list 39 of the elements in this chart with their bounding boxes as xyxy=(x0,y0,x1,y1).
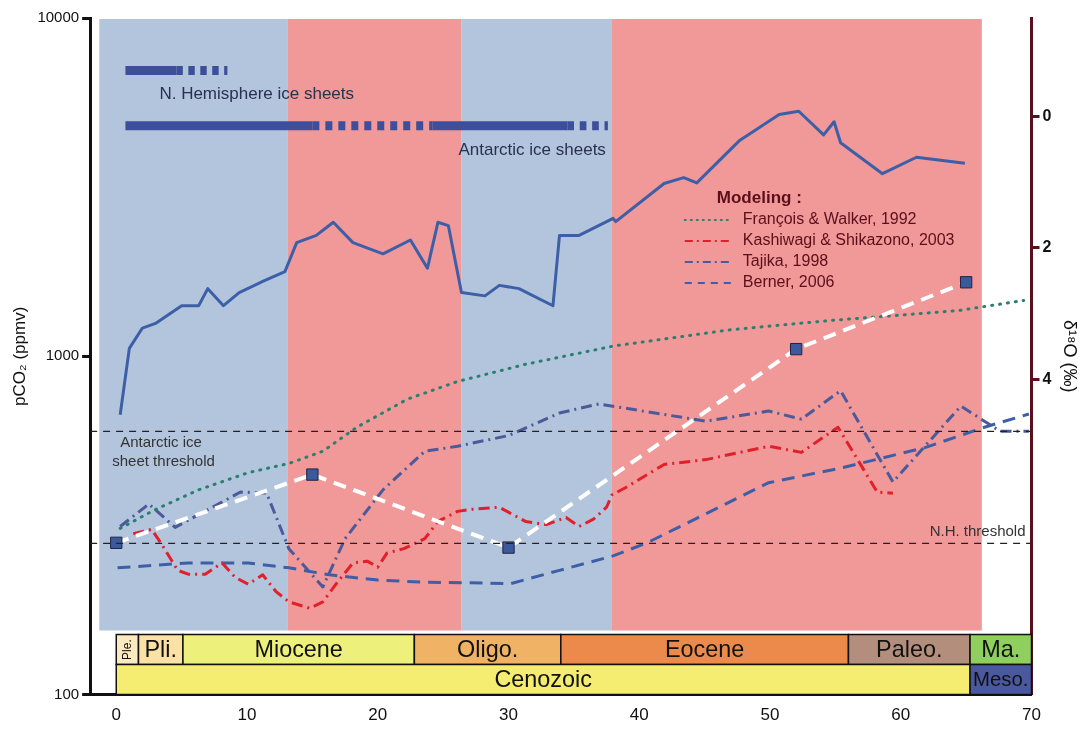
legend-label: Berner, 2006 xyxy=(742,273,835,291)
band-label: Ple. xyxy=(119,639,134,660)
band-label: Cenozoic xyxy=(494,666,593,693)
y2-tick-label: 4 xyxy=(1042,369,1052,387)
band-label: Eocene xyxy=(664,636,745,663)
band-label: Paleo. xyxy=(876,636,943,663)
x-tick-label: 10 xyxy=(237,705,257,725)
band-label: Pli. xyxy=(144,636,177,663)
band-label: Miocene xyxy=(254,636,343,663)
band-label: Oligo. xyxy=(457,636,519,663)
y2-tick-label: 2 xyxy=(1042,238,1052,256)
band-label: Meso. xyxy=(973,668,1029,691)
y-tick-label: 10000 xyxy=(37,8,80,26)
annotation: N. Hemisphere ice sheets xyxy=(159,84,355,104)
y-axis-title: pCO₂ (ppmv) xyxy=(9,306,29,406)
x-tick-label: 40 xyxy=(629,705,649,725)
x-tick-label: 70 xyxy=(1022,705,1041,725)
point xyxy=(110,536,123,549)
point xyxy=(959,276,973,289)
y2-tick-label: 0 xyxy=(1042,106,1052,124)
x-tick-label: 50 xyxy=(760,705,780,725)
x-tick-label: 60 xyxy=(891,705,911,725)
y2-axis-title: δ¹⁸O (‰) xyxy=(1060,320,1081,393)
x-tick-label: 30 xyxy=(499,705,518,725)
point xyxy=(502,541,515,554)
legend-label: Kashiwagi & Shikazono, 2003 xyxy=(742,231,955,249)
ref-line-label: Antarctic ice sheet threshold xyxy=(112,432,215,469)
y-tick-label: 1000 xyxy=(45,346,80,364)
point xyxy=(306,468,319,481)
ref-line-label: N.H. threshold xyxy=(929,521,1026,539)
point xyxy=(790,342,803,356)
y-tick-label: 100 xyxy=(54,684,80,702)
legend-label: Tajika, 1998 xyxy=(742,252,829,270)
band-label: Ma. xyxy=(981,636,1021,663)
x-tick-label: 0 xyxy=(111,705,121,725)
annotation: Antarctic ice sheets xyxy=(458,139,606,159)
legend-label: François & Walker, 1992 xyxy=(742,210,917,228)
x-tick-label: 20 xyxy=(368,705,388,725)
legend-title: Modeling : xyxy=(716,187,802,207)
